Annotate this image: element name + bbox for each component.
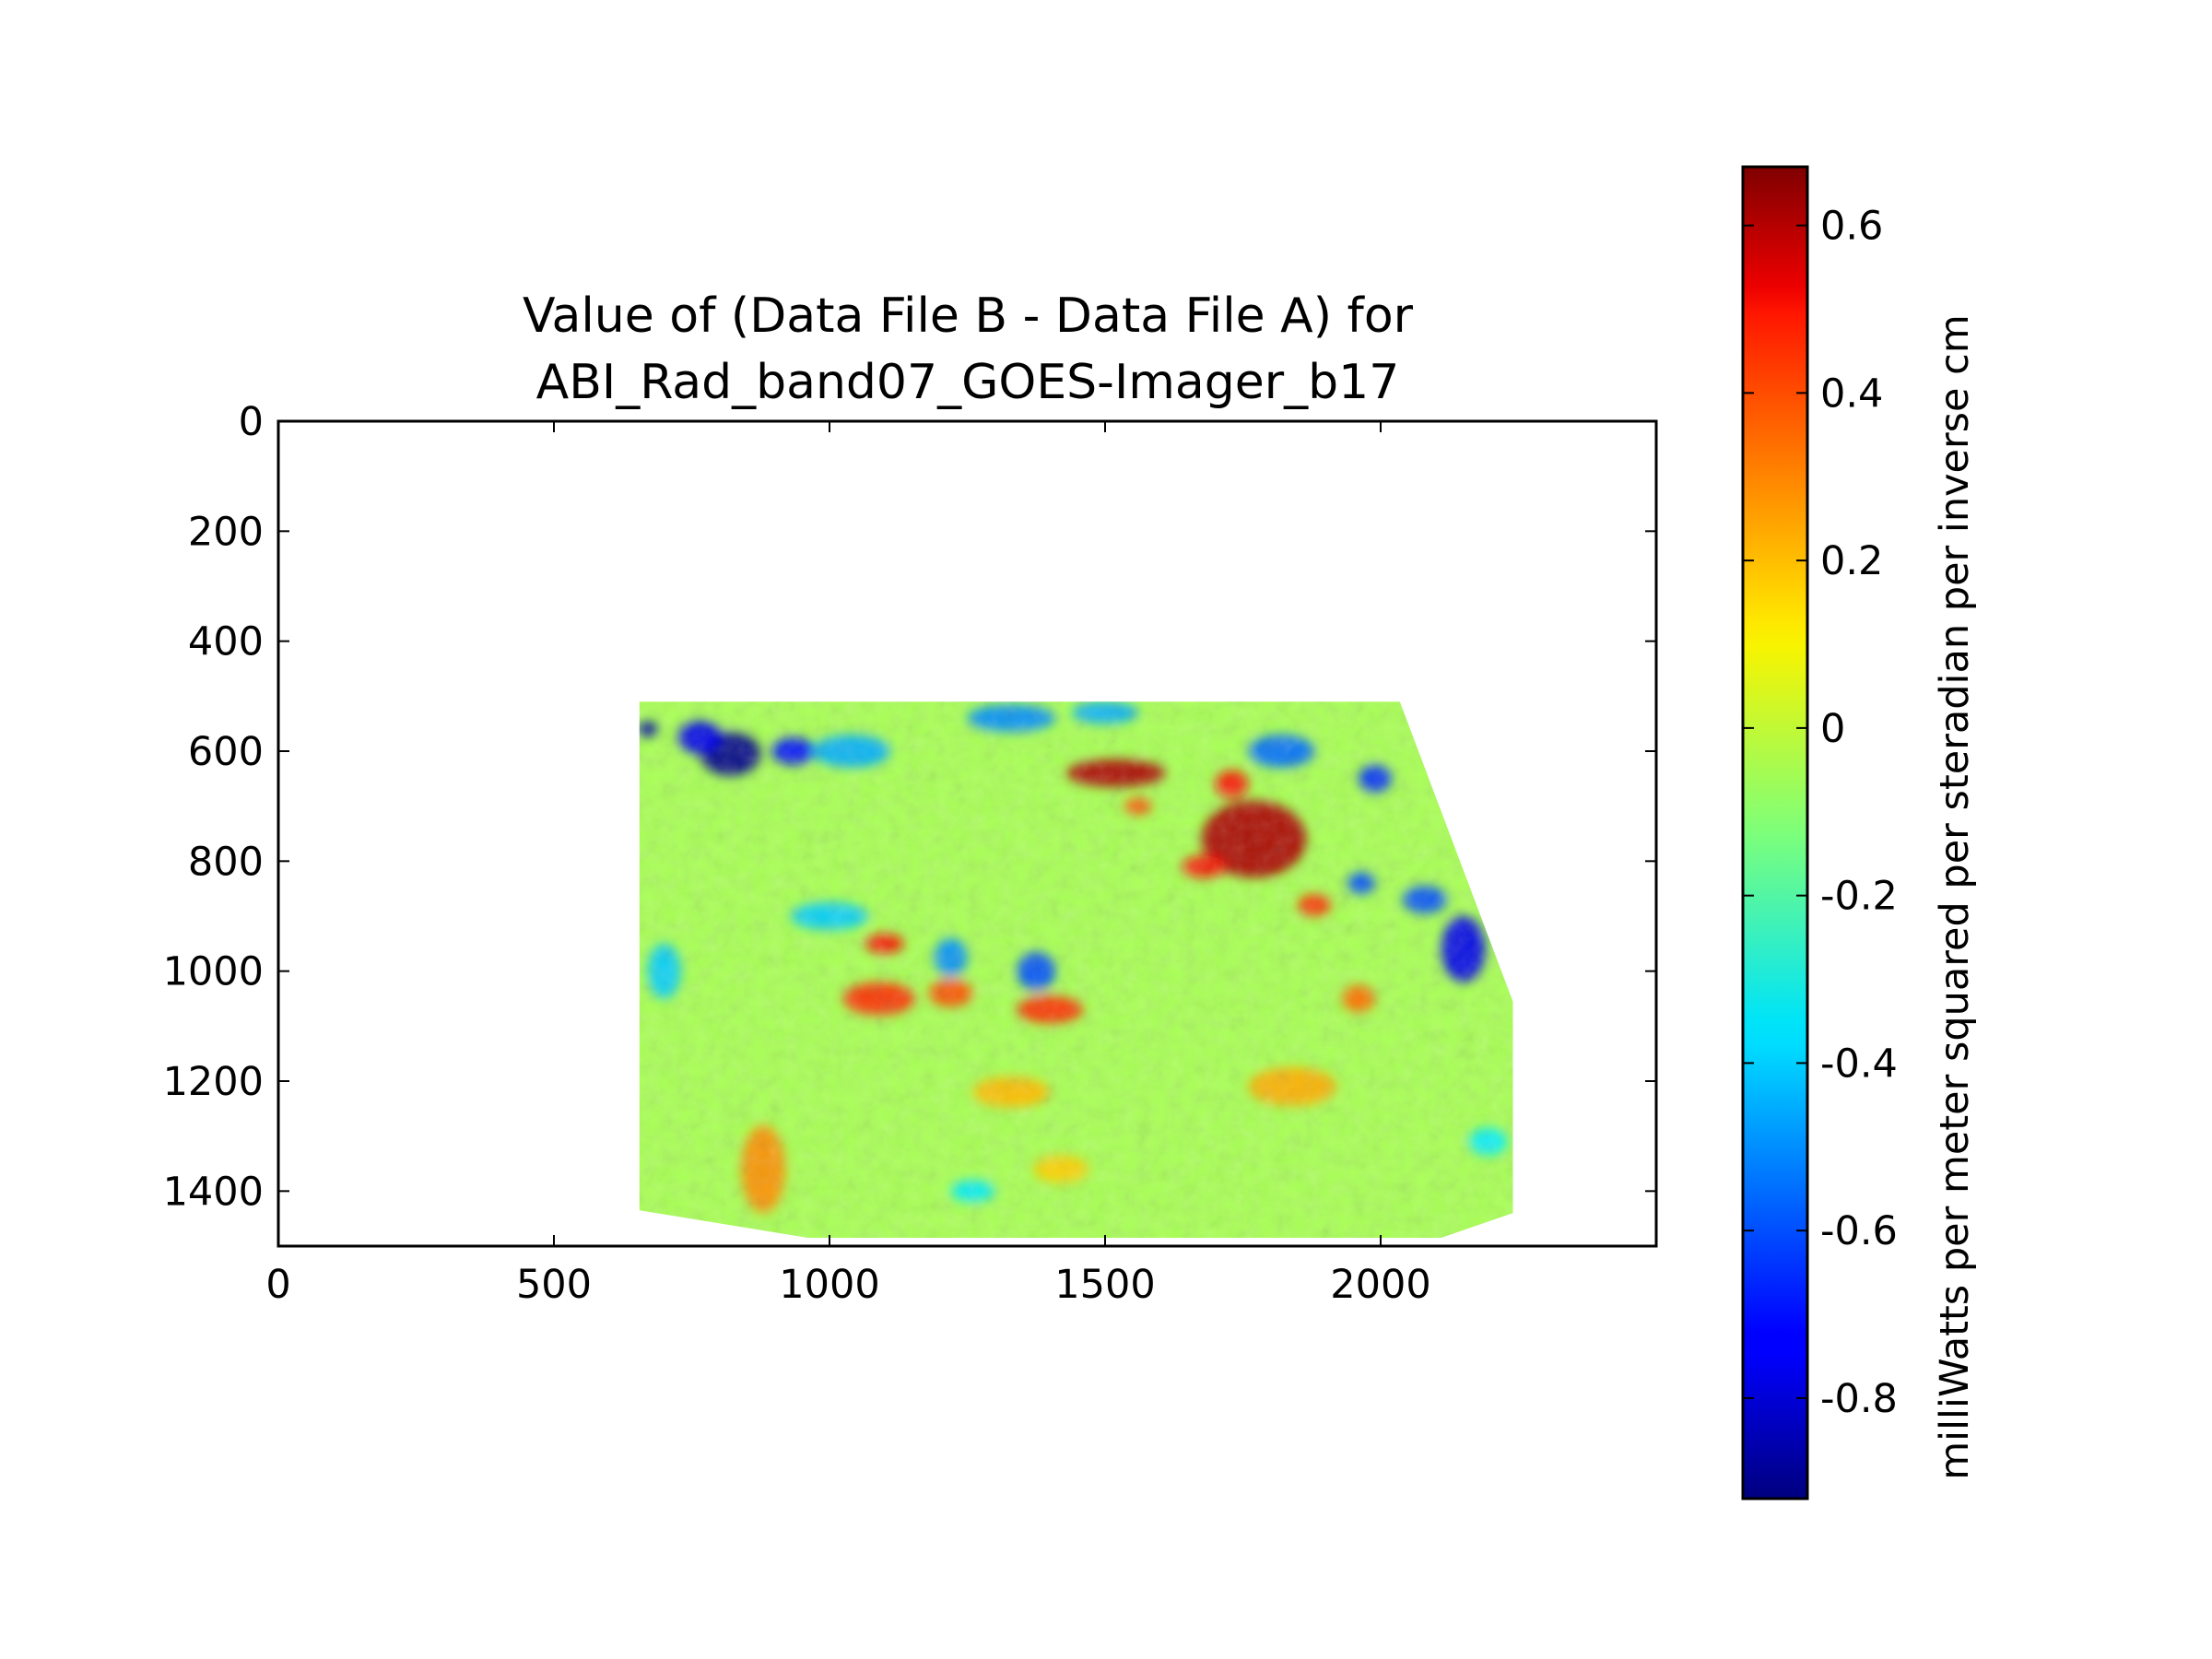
colorbar-tick-label: 0.2	[1820, 538, 1883, 584]
y-tick-label: 400	[188, 619, 264, 665]
colorbar-tick-label: -0.2	[1820, 874, 1898, 920]
y-tick-label: 200	[188, 509, 264, 555]
y-tick-label: 600	[188, 729, 264, 775]
colorbar-tick-label: -0.4	[1820, 1041, 1898, 1087]
x-tick-label: 500	[516, 1262, 592, 1308]
plot-frame	[276, 419, 1658, 1248]
heatmap-image	[639, 701, 1513, 1238]
colorbar: 0.6 0.4 0.2 0 -0.2 -0.4 -0.6 -0.8 milliWatts pe…	[1741, 165, 1978, 1500]
y-tick-label: 800	[188, 839, 264, 885]
x-tick-label: 2000	[1330, 1262, 1430, 1308]
colorbar-label: milliWatts per meter squared per steradi…	[1932, 314, 1978, 1479]
colorbar-tick-label: 0	[1820, 706, 1845, 752]
y-tick-label: 1000	[163, 949, 264, 995]
colorbar-tick-label: 0.6	[1820, 204, 1883, 250]
y-tick-label: 1400	[163, 1169, 264, 1215]
x-tick-label: 0	[265, 1262, 290, 1308]
colorbar-tick-label: 0.4	[1820, 371, 1883, 417]
chart-title: Value of (Data File B - Data File A) for	[523, 288, 1414, 344]
plot-area: 0 500 1000 1500 2000 0 200 400 600 800 1000 1200 14…	[163, 399, 1658, 1308]
y-tick-label: 0	[239, 399, 264, 445]
x-tick-label: 1000	[779, 1262, 879, 1308]
x-tick-label: 1500	[1054, 1262, 1155, 1308]
colorbar-tick-label: -0.8	[1820, 1376, 1898, 1422]
heatmap-texture	[639, 701, 1513, 1238]
y-tick-label: 1200	[163, 1059, 264, 1105]
chart-subtitle: ABI_Rad_band07_GOES-Imager_b17	[536, 355, 1400, 410]
colorbar-tick-label: -0.6	[1820, 1208, 1898, 1254]
colorbar-gradient	[1741, 165, 1809, 1500]
